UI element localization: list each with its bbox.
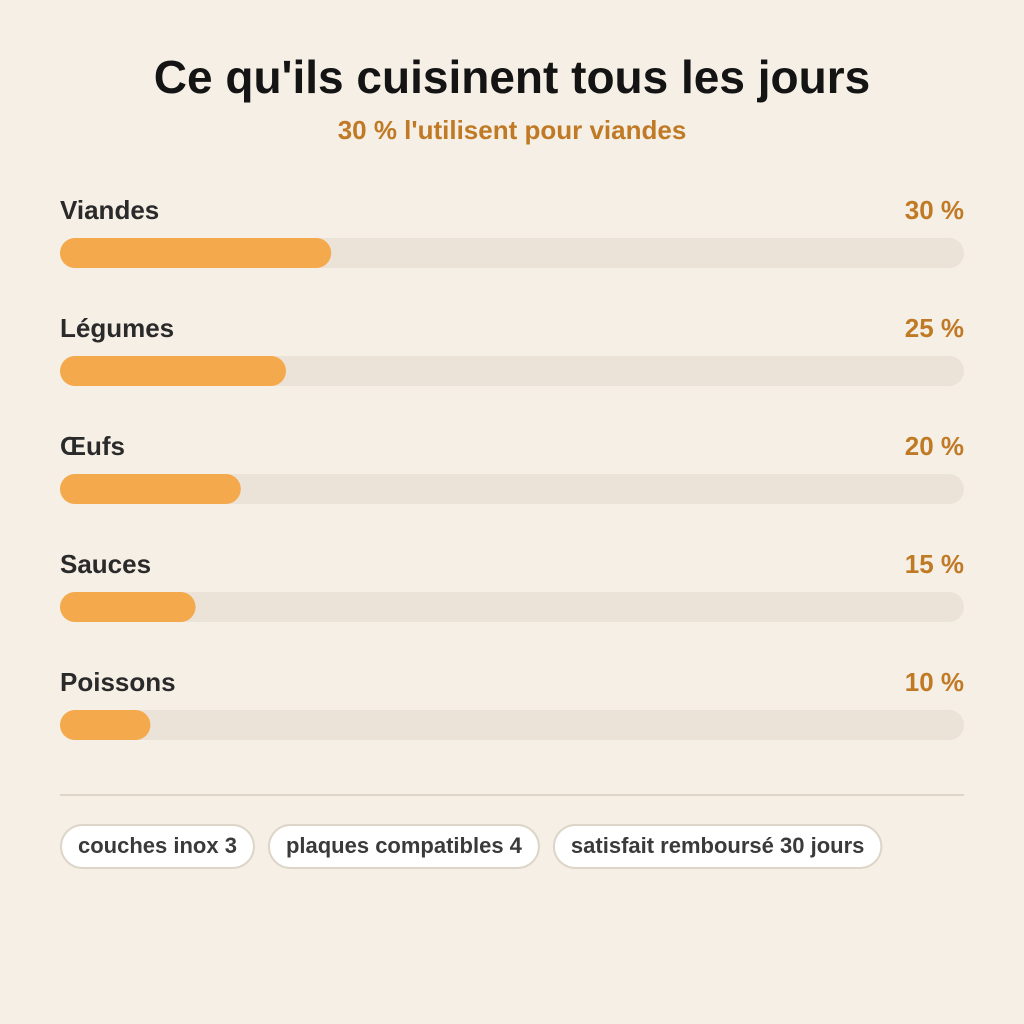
category-label: Légumes [60,313,174,343]
bar [60,238,332,268]
bar-track [60,356,964,386]
badge [267,824,540,869]
bar [60,710,151,740]
badge-text: satisfait remboursé 30 jours [571,833,864,858]
value-label: 15 % [905,549,964,579]
category-label: Poissons [60,667,176,697]
category-label: Viandes [60,195,159,225]
value-label: 30 % [905,195,964,225]
category-label: Sauces [60,549,151,579]
value-label: 10 % [905,667,964,697]
badge [552,824,883,869]
badge-text: plaques compatibles 4 [286,833,523,858]
value-label: 20 % [905,431,964,461]
bar-track [60,474,964,504]
bar [60,592,196,622]
badge-text: couches inox 3 [78,833,237,858]
value-label: 25 % [905,313,964,343]
bar [60,356,286,386]
chart-title: Ce qu'ils cuisinent tous les jours [154,51,870,103]
bar [60,474,241,504]
chart-subtitle: 30 % l'utilisent pour viandes [338,115,687,145]
category-label: Œufs [60,431,125,461]
bar-track [60,710,964,740]
bar-track [60,592,964,622]
badge [60,824,255,869]
